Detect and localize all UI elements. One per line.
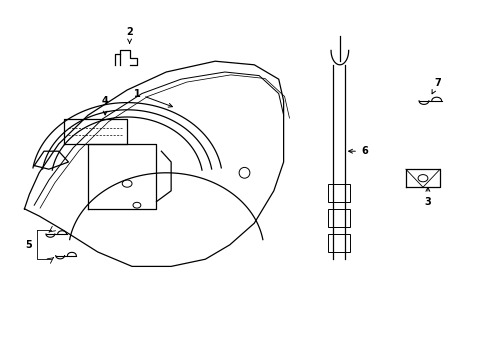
Text: 6: 6 bbox=[348, 146, 367, 156]
Text: 2: 2 bbox=[126, 27, 133, 43]
Text: 1: 1 bbox=[133, 89, 172, 107]
Bar bbox=[327, 209, 349, 227]
Bar bbox=[327, 184, 349, 202]
Text: 4: 4 bbox=[102, 96, 108, 115]
Text: 7: 7 bbox=[431, 78, 440, 94]
Text: 5: 5 bbox=[25, 240, 32, 250]
Text: 3: 3 bbox=[424, 188, 430, 207]
Bar bbox=[327, 234, 349, 252]
